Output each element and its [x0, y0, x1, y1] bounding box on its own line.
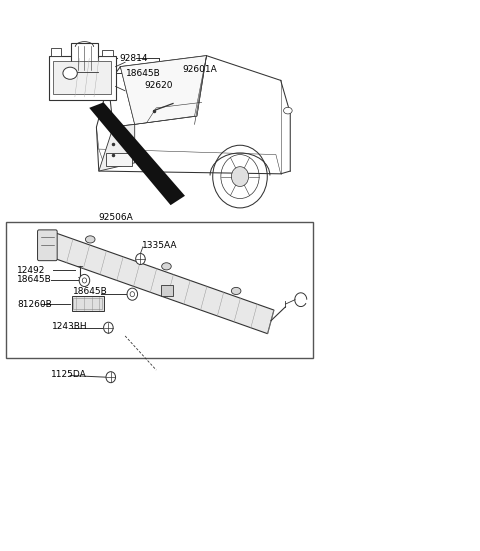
Text: 81260B: 81260B	[17, 300, 52, 309]
Ellipse shape	[231, 288, 241, 295]
Bar	[72, 296, 104, 311]
FancyBboxPatch shape	[37, 230, 57, 261]
Polygon shape	[120, 56, 206, 125]
Polygon shape	[99, 125, 135, 171]
Circle shape	[231, 166, 249, 186]
Circle shape	[136, 253, 145, 264]
Circle shape	[106, 372, 116, 383]
Text: 92506A: 92506A	[99, 213, 133, 222]
Text: 92814: 92814	[120, 54, 148, 63]
Text: 18645B: 18645B	[72, 288, 107, 296]
Ellipse shape	[284, 107, 292, 114]
Text: 92601A: 92601A	[182, 65, 217, 74]
Polygon shape	[89, 102, 185, 205]
Circle shape	[130, 291, 134, 297]
Bar	[53, 61, 111, 94]
Bar	[102, 50, 113, 56]
Bar	[73, 298, 102, 309]
Text: 12492: 12492	[17, 266, 46, 274]
Text: 1335AA: 1335AA	[142, 241, 178, 250]
Text: 18645B: 18645B	[17, 275, 52, 284]
Ellipse shape	[162, 263, 171, 270]
Bar	[48, 56, 116, 100]
Bar	[106, 154, 132, 166]
Ellipse shape	[85, 236, 95, 243]
Circle shape	[127, 288, 138, 300]
Ellipse shape	[63, 67, 77, 79]
Text: 18645B: 18645B	[126, 69, 160, 78]
Bar	[6, 222, 313, 358]
Text: 1125DA: 1125DA	[51, 370, 87, 379]
Text: 92620: 92620	[144, 80, 173, 90]
Text: 1243BH: 1243BH	[52, 322, 88, 331]
Circle shape	[104, 322, 113, 333]
Bar	[72, 44, 97, 73]
Bar	[51, 48, 61, 56]
Bar	[161, 285, 173, 296]
Circle shape	[82, 278, 87, 283]
Polygon shape	[50, 233, 274, 334]
Circle shape	[79, 274, 90, 287]
